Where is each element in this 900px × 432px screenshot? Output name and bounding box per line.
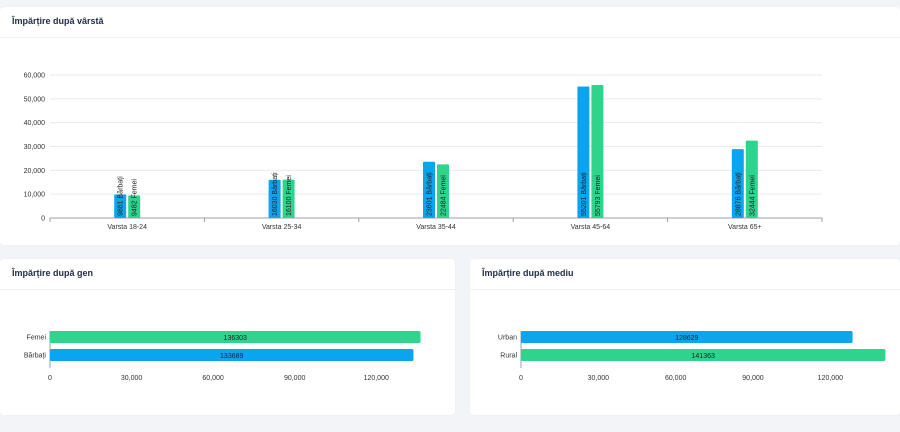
gender-card-divider <box>0 289 455 290</box>
age-bar-chart: 0 10,000 20,000 30,000 40,000 50,000 60,000 Var… <box>24 73 823 231</box>
y-tick-label: Urban <box>498 335 517 342</box>
x-tick-label: 90,000 <box>742 375 764 382</box>
bar-data-label: 9881 Bărbați <box>118 176 125 216</box>
bar-female <box>282 179 295 218</box>
gender-bar-chart: 0 30,000 60,000 90,000 120,000 Femei 136303 Băr… <box>24 331 421 382</box>
x-tick-label: Varsta 18-24 <box>107 224 147 231</box>
environment-card-title: Împărțire după mediu <box>482 268 574 278</box>
bar-data-label: 23601 Bărbați <box>427 172 434 216</box>
gender-card: Împărțire după gen 0 30,000 60,000 90,000 12… <box>0 259 455 415</box>
age-card: Împărțire după vârstă 0 10,000 20,000 30,00… <box>0 7 900 245</box>
y-tick-label: 0 <box>41 216 45 223</box>
bar-data-label: 28876 Bărbați <box>735 172 742 216</box>
bar-data-label: 141363 <box>692 353 715 360</box>
bar <box>50 331 421 343</box>
x-tick-label: 0 <box>519 375 523 382</box>
y-tick-label: 50,000 <box>24 96 46 103</box>
x-tick-label: Varsta 25-34 <box>262 224 302 231</box>
x-tick-label: 90,000 <box>284 375 306 382</box>
bar-male <box>268 179 281 218</box>
bar-data-label: 9482 Femei <box>132 179 139 216</box>
bar-female <box>437 164 449 218</box>
bar <box>521 349 886 361</box>
bar-female <box>128 195 141 218</box>
bar <box>50 349 414 361</box>
bar-male <box>114 194 127 218</box>
y-tick-label: 40,000 <box>24 120 46 127</box>
gender-card-title: Împărțire după gen <box>12 268 94 278</box>
x-tick-label: 30,000 <box>121 375 143 382</box>
bar-data-label: 22484 Femei <box>441 175 448 216</box>
bar-data-label: 133689 <box>220 353 243 360</box>
bar <box>521 331 853 343</box>
bar-data-label: 55793 Femei <box>595 175 602 216</box>
age-card-title: Împărțire după vârstă <box>12 16 104 26</box>
environment-card: Împărțire după mediu 0 30,000 60,000 90,000… <box>470 259 900 415</box>
bar-female <box>591 85 604 219</box>
x-tick-label: 120,000 <box>818 375 843 382</box>
bar-data-label: 128629 <box>675 335 698 342</box>
x-tick-label: 30,000 <box>588 375 610 382</box>
y-tick-label: 10,000 <box>24 192 46 199</box>
bar-data-label: 16100 Femei <box>286 175 293 216</box>
x-tick-label: 120,000 <box>364 375 389 382</box>
bar-male <box>731 149 744 218</box>
x-tick-label: 60,000 <box>665 375 687 382</box>
y-tick-label: Rural <box>500 353 517 360</box>
y-tick-label: 30,000 <box>24 144 46 151</box>
x-tick-label: Varsta 65+ <box>728 224 762 231</box>
bar-male <box>577 86 590 218</box>
bar-data-label: 55201 Bărbați <box>581 172 588 216</box>
x-tick-label: 60,000 <box>202 375 224 382</box>
x-tick-label: 0 <box>48 375 52 382</box>
environment-bar-chart: 0 30,000 60,000 90,000 120,000 Urban 128629 Rur… <box>498 331 886 382</box>
y-tick-label: 60,000 <box>24 73 46 80</box>
bar-data-label: 16030 Bărbați <box>272 172 279 216</box>
y-tick-label: Bărbați <box>24 353 47 360</box>
y-tick-label: 20,000 <box>24 168 46 175</box>
age-card-divider <box>0 37 900 38</box>
x-tick-label: Varsta 35-44 <box>416 224 456 231</box>
bar-data-label: 136303 <box>224 335 247 342</box>
bar-male <box>423 161 435 218</box>
bar-female <box>745 140 758 218</box>
bar-data-label: 32444 Femei <box>749 175 756 216</box>
environment-card-divider <box>470 289 900 290</box>
y-tick-label: Femei <box>27 335 47 342</box>
x-tick-label: Varsta 45-64 <box>571 224 611 231</box>
